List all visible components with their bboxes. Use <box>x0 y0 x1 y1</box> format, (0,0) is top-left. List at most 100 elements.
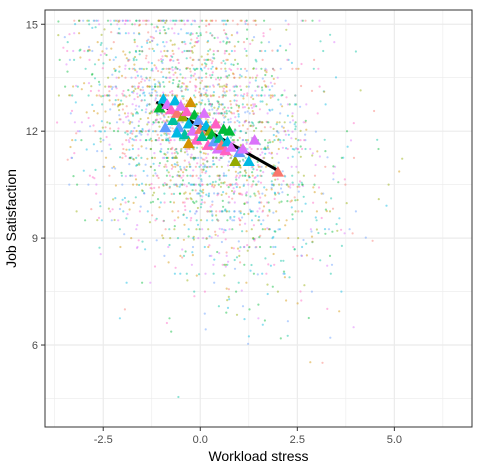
raw-point <box>238 174 242 177</box>
raw-point <box>179 19 182 22</box>
y-tick-label: 9 <box>32 233 38 245</box>
raw-point <box>277 191 280 194</box>
raw-point <box>145 108 148 111</box>
raw-point <box>215 165 219 168</box>
raw-point <box>119 118 122 121</box>
raw-point <box>296 147 299 151</box>
raw-point <box>189 70 192 73</box>
raw-point <box>66 49 69 53</box>
raw-point <box>131 23 134 26</box>
raw-point <box>110 47 113 50</box>
raw-point <box>266 201 269 204</box>
raw-point <box>310 230 313 233</box>
raw-point <box>186 66 189 70</box>
raw-point <box>93 177 96 180</box>
raw-point <box>212 156 215 159</box>
raw-point <box>131 67 134 70</box>
raw-point <box>99 253 102 256</box>
raw-point <box>204 328 207 331</box>
raw-point <box>233 190 236 193</box>
raw-point <box>163 85 166 88</box>
raw-point <box>200 203 203 206</box>
raw-point <box>237 165 241 168</box>
raw-point <box>117 76 120 79</box>
raw-point <box>159 143 162 146</box>
raw-point <box>139 88 142 91</box>
raw-point <box>243 93 246 96</box>
raw-point <box>271 94 274 97</box>
raw-point <box>176 164 180 167</box>
raw-point <box>213 112 216 115</box>
raw-point <box>313 191 316 194</box>
raw-point <box>184 191 187 194</box>
raw-point <box>225 287 228 290</box>
raw-point <box>120 99 123 102</box>
raw-point <box>320 216 323 220</box>
raw-point <box>138 210 141 213</box>
raw-point <box>212 84 215 87</box>
raw-point <box>175 147 178 151</box>
raw-point <box>269 126 272 129</box>
raw-point <box>267 147 270 151</box>
raw-point <box>186 147 189 151</box>
raw-point <box>277 131 280 134</box>
raw-point <box>276 130 279 133</box>
raw-point <box>271 67 275 70</box>
raw-point <box>332 172 335 175</box>
raw-point <box>268 94 271 97</box>
raw-point <box>233 210 236 213</box>
raw-point <box>196 112 200 115</box>
raw-point <box>76 130 79 133</box>
raw-point <box>228 41 231 44</box>
raw-point <box>237 40 240 43</box>
raw-point <box>237 172 240 175</box>
raw-point <box>117 219 120 222</box>
raw-point <box>201 146 204 149</box>
raw-point <box>264 73 267 77</box>
raw-point <box>338 310 341 313</box>
raw-point <box>252 67 255 70</box>
raw-point <box>173 148 177 151</box>
raw-point <box>83 82 86 85</box>
raw-point <box>278 121 281 124</box>
raw-point <box>148 47 151 50</box>
raw-point <box>152 109 155 112</box>
raw-point <box>220 181 223 184</box>
raw-point <box>176 152 179 155</box>
raw-point <box>110 87 114 91</box>
raw-point <box>270 74 273 78</box>
raw-point <box>302 195 305 198</box>
raw-point <box>131 103 134 106</box>
raw-point <box>203 201 206 204</box>
raw-point <box>188 163 191 166</box>
raw-point <box>135 139 138 142</box>
raw-point <box>151 194 154 197</box>
raw-point <box>208 85 211 88</box>
raw-point <box>257 121 260 124</box>
raw-point <box>162 183 165 186</box>
raw-point <box>204 91 207 94</box>
raw-point <box>256 174 259 177</box>
raw-point <box>194 78 197 81</box>
raw-point <box>207 39 210 43</box>
raw-point <box>169 179 172 182</box>
raw-point <box>179 254 182 257</box>
raw-point <box>246 244 249 247</box>
raw-point <box>58 58 61 62</box>
raw-point <box>108 99 111 102</box>
raw-point <box>243 121 246 124</box>
raw-point <box>88 48 91 51</box>
raw-point <box>251 165 254 168</box>
raw-point <box>75 132 78 135</box>
raw-point <box>237 115 240 118</box>
raw-point <box>236 110 239 113</box>
raw-point <box>73 152 76 155</box>
raw-point <box>123 233 126 236</box>
raw-point <box>245 37 249 41</box>
raw-point <box>139 67 142 70</box>
raw-point <box>201 183 204 186</box>
raw-point <box>168 133 171 136</box>
raw-point <box>201 183 204 186</box>
raw-point <box>349 139 353 142</box>
raw-point <box>199 103 202 106</box>
